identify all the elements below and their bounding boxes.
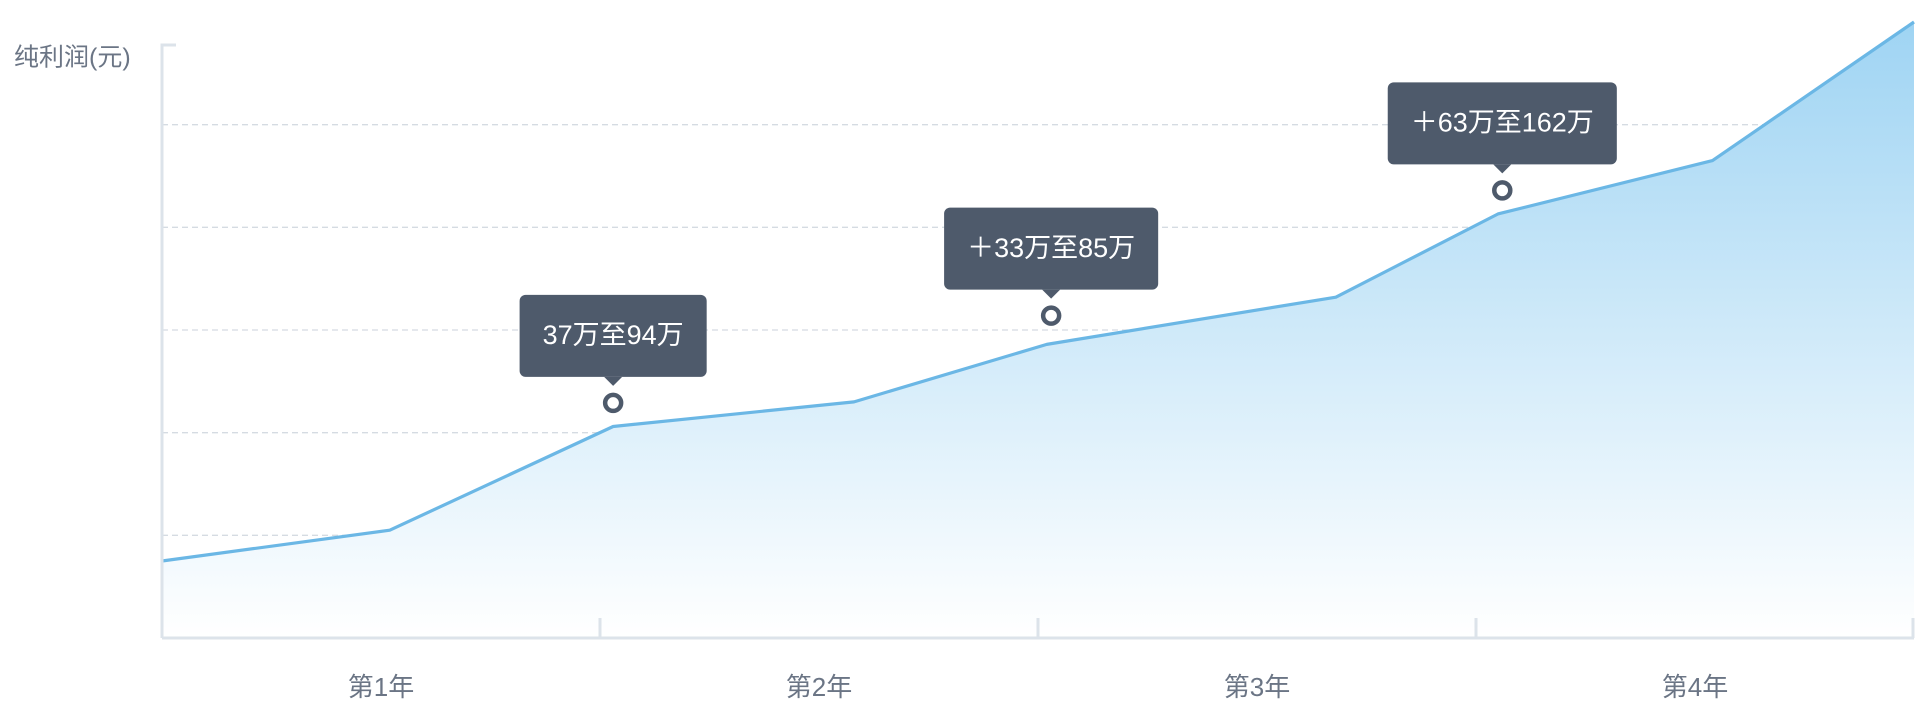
- area: [162, 22, 1914, 638]
- tooltip-pointer: [1042, 289, 1061, 299]
- x-tick-label: 第4年: [1662, 672, 1728, 702]
- tooltip-text: 37万至94万: [543, 320, 684, 350]
- annotation: ＋33万至85万: [944, 207, 1159, 326]
- tooltip-box: [1387, 82, 1617, 165]
- line: [161, 20, 1915, 563]
- y-axis: [160, 43, 176, 638]
- tooltip-text: ＋33万至85万: [967, 233, 1135, 263]
- tooltip-box: [519, 294, 707, 377]
- tooltip-text: ＋63万至162万: [1411, 107, 1594, 137]
- x-tick-label: 第3年: [1224, 672, 1290, 702]
- annotation-marker: [602, 392, 624, 414]
- x-tick-label: 第2年: [786, 672, 852, 702]
- annotation: 37万至94万: [519, 294, 707, 414]
- y-axis-label: 纯利润(元): [14, 44, 131, 72]
- annotation: ＋63万至162万: [1387, 82, 1617, 201]
- annotation-marker: [1492, 180, 1513, 201]
- x-tick-label: 第1年: [348, 672, 414, 702]
- annotation-marker: [1040, 305, 1062, 326]
- tooltip-box: [944, 207, 1159, 290]
- tooltip-pointer: [604, 376, 623, 386]
- tooltip-pointer: [1493, 164, 1512, 174]
